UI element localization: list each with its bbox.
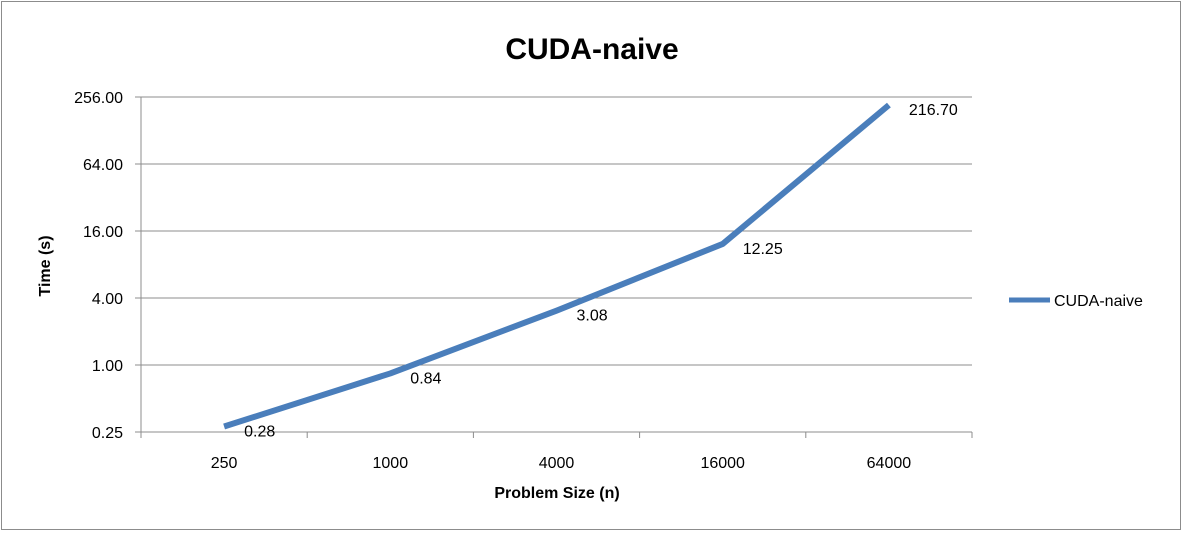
x-tick-label: 4000 xyxy=(539,455,575,472)
data-label: 0.84 xyxy=(410,370,441,387)
chart-title: CUDA-naive xyxy=(505,33,678,66)
legend-label: CUDA-naive xyxy=(1054,293,1143,310)
x-tick-label: 64000 xyxy=(867,455,912,472)
x-tick-label: 16000 xyxy=(700,455,745,472)
y-tick-label: 0.25 xyxy=(92,425,123,442)
x-axis-title: Problem Size (n) xyxy=(494,485,619,502)
y-axis-title: Time (s) xyxy=(37,235,54,296)
series-cuda-naive xyxy=(223,102,891,430)
gridlines xyxy=(141,96,972,366)
data-label: 216.70 xyxy=(909,102,958,119)
y-tick-label: 1.00 xyxy=(92,358,123,375)
axes xyxy=(135,96,973,438)
x-axis-tick-labels: 250 1000 4000 16000 64000 xyxy=(211,455,911,472)
y-tick-label: 16.00 xyxy=(83,224,123,241)
data-label: 12.25 xyxy=(743,241,783,258)
y-tick-label: 4.00 xyxy=(92,291,123,308)
y-tick-label: 256.00 xyxy=(74,90,123,107)
data-label: 0.28 xyxy=(244,424,275,441)
legend: CUDA-naive xyxy=(1009,293,1143,310)
x-tick-label: 1000 xyxy=(373,455,409,472)
y-tick-label: 64.00 xyxy=(83,157,123,174)
data-label: 3.08 xyxy=(577,308,608,325)
data-labels: 0.28 0.84 3.08 12.25 216.70 xyxy=(244,102,958,440)
x-tick-label: 250 xyxy=(211,455,238,472)
y-axis-tick-labels: 0.25 1.00 4.00 16.00 64.00 256.00 xyxy=(74,90,123,442)
series-line xyxy=(223,102,891,430)
